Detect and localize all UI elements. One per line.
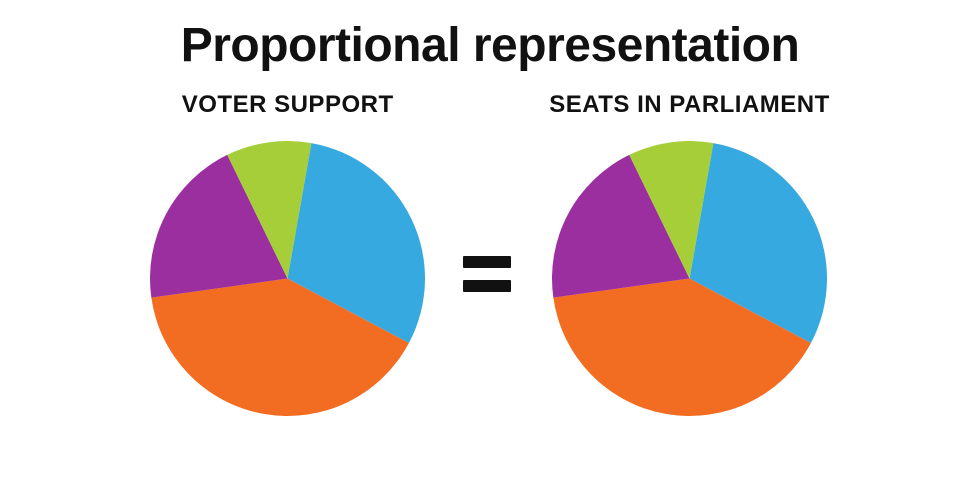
voter-support-pie <box>150 141 425 416</box>
equals-bar-bottom <box>463 280 511 292</box>
left-subheading: VOTER SUPPORT <box>182 91 394 119</box>
charts-row: VOTER SUPPORT SEATS IN PARLIAMENT <box>0 91 980 416</box>
equals-sign <box>463 256 511 292</box>
right-panel: SEATS IN PARLIAMENT <box>549 91 830 416</box>
infographic-root: Proportional representation VOTER SUPPOR… <box>0 0 980 501</box>
equals-bar-top <box>463 256 511 268</box>
seats-pie <box>552 141 827 416</box>
left-panel: VOTER SUPPORT <box>150 91 425 416</box>
main-title: Proportional representation <box>181 18 800 73</box>
right-subheading: SEATS IN PARLIAMENT <box>549 91 830 119</box>
